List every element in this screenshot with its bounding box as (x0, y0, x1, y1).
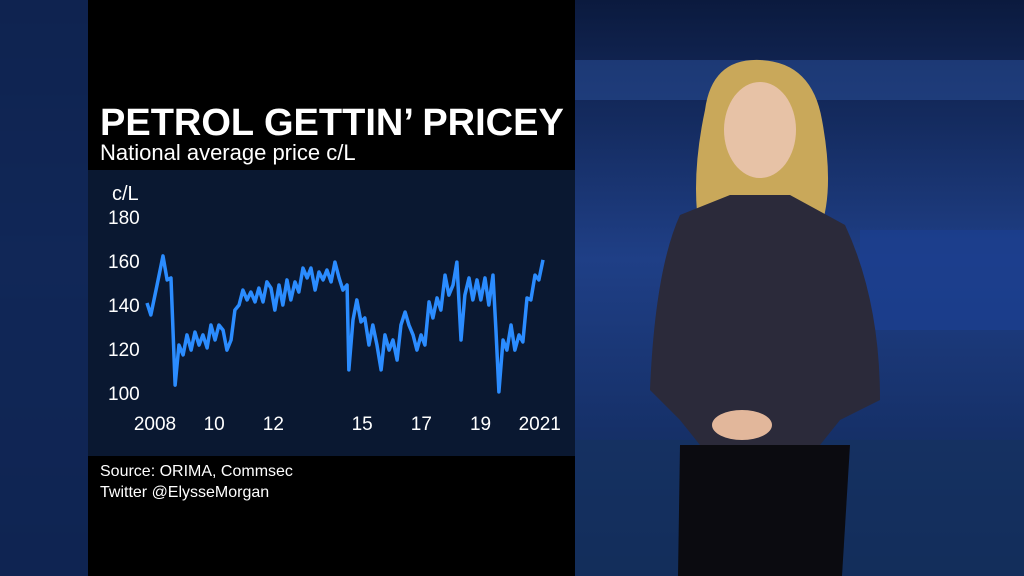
x-tick-label: 10 (204, 414, 225, 435)
plot: 100 120 140 160 180 2008 10 12 15 17 19 2021 (108, 208, 561, 435)
y-tick-label: 140 (108, 296, 140, 317)
chart-subtitle: National average price c/L (100, 140, 356, 165)
y-tick-label: 160 (108, 252, 140, 273)
price-line (145, 254, 545, 394)
source: Source: ORIMA, Commsec (100, 463, 293, 480)
presenter (650, 59, 880, 576)
y-tick-label: 180 (108, 208, 140, 229)
y-axis-label: c/L (112, 183, 139, 205)
studio-left (0, 0, 88, 576)
credit: Twitter @ElysseMorgan (100, 484, 269, 501)
chart-title: PETROL GETTIN’ PRICEY (100, 102, 564, 144)
x-tick-label: 12 (263, 414, 284, 435)
x-tick-label: 2021 (519, 414, 561, 435)
y-tick-label: 100 (108, 384, 140, 405)
studio-screen (860, 230, 1024, 330)
x-tick-label: 19 (470, 414, 491, 435)
x-tick-label: 2008 (134, 414, 176, 435)
y-tick-label: 120 (108, 340, 140, 361)
x-tick-label: 17 (411, 414, 432, 435)
x-tick-label: 15 (352, 414, 373, 435)
